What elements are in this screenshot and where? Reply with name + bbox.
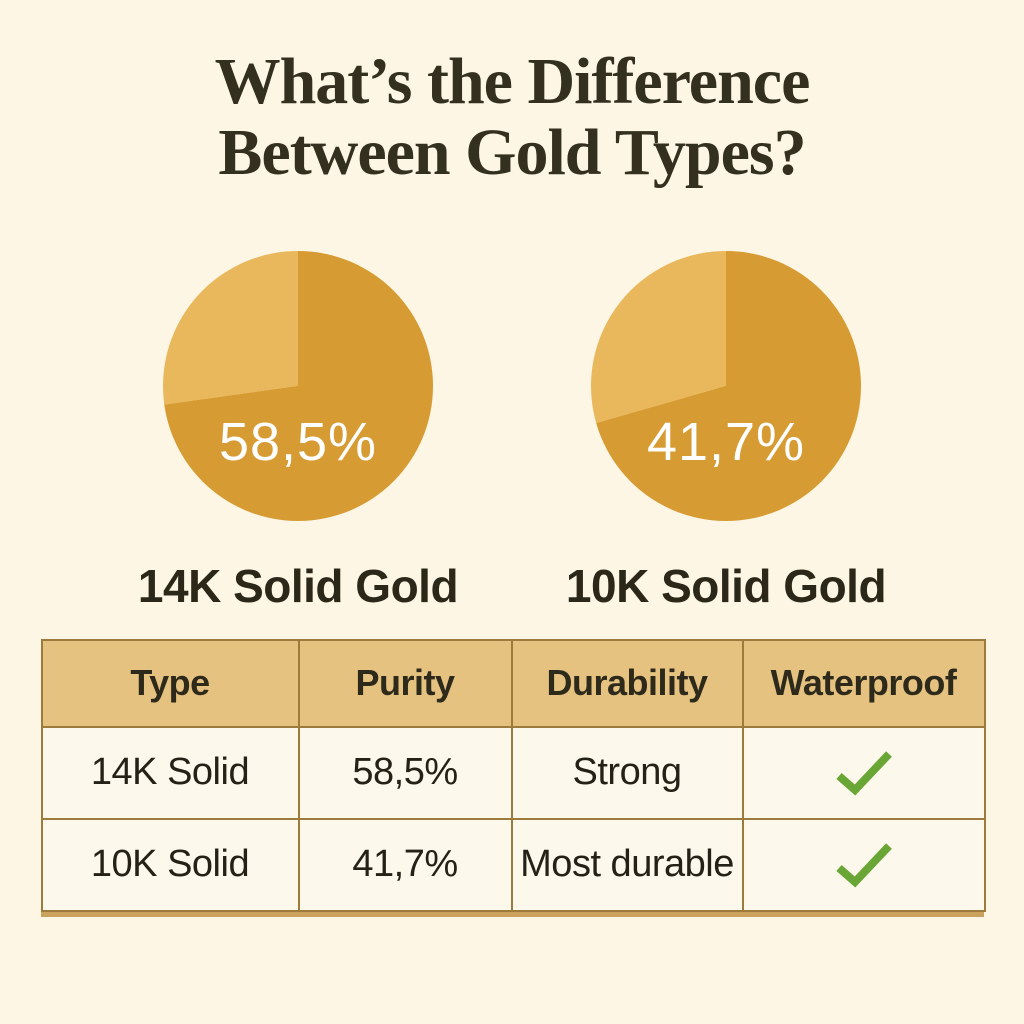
cell-type-10k: 10K Solid — [40, 817, 300, 912]
page-title-line1: What’s the Difference — [214, 45, 811, 118]
cell-durability-10k: Most durable — [510, 817, 744, 912]
pie-value-label-14k: 58,5% — [218, 411, 378, 472]
cell-durability-14k: Strong — [510, 725, 744, 820]
pie-chart-10k: 41,7% — [591, 250, 861, 521]
pie-caption-14k: 14K Solid Gold — [137, 559, 459, 612]
page-title: What’s the Difference Between Gold Types? — [0, 0, 1024, 189]
pie-value-label-10k: 41,7% — [646, 411, 806, 472]
table-header-row: Type Purity Durability Waterproof — [40, 638, 986, 728]
pie-charts-row: 58,5% 41,7% — [0, 250, 1024, 521]
pie-chart-14k: 58,5% — [163, 250, 433, 521]
comparison-table: Type Purity Durability Waterproof 14K So… — [40, 638, 986, 912]
header-purity: Purity — [297, 638, 513, 728]
table-row: 10K Solid 41,7% Most durable — [40, 817, 986, 912]
cell-waterproof-14k — [741, 725, 986, 820]
page-title-line2: Between Gold Types? — [218, 116, 806, 190]
checkmark-icon — [835, 750, 892, 796]
header-durability: Durability — [510, 638, 744, 728]
header-waterproof: Waterproof — [741, 638, 986, 728]
table-row: 14K Solid 58,5% Strong — [40, 725, 986, 820]
checkmark-icon — [835, 842, 892, 888]
cell-type-14k: 14K Solid — [40, 725, 300, 820]
comparison-table-wrap: Type Purity Durability Waterproof 14K So… — [40, 638, 986, 917]
cell-purity-10k: 41,7% — [297, 817, 513, 912]
pie-captions-row: 14K Solid Gold 10K Solid Gold — [0, 559, 1024, 613]
pie-caption-10k: 10K Solid Gold — [565, 559, 887, 612]
cell-purity-14k: 58,5% — [297, 725, 513, 820]
cell-waterproof-10k — [741, 817, 986, 912]
header-type: Type — [40, 638, 300, 728]
